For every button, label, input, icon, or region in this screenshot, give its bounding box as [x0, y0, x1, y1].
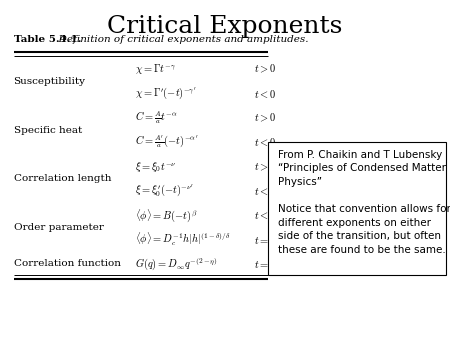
- Text: $\chi = \Gamma t^{-\gamma}$: $\chi = \Gamma t^{-\gamma}$: [135, 62, 176, 76]
- Text: $\xi = \xi_0'(-t)^{-\nu'}$: $\xi = \xi_0'(-t)^{-\nu'}$: [135, 183, 194, 199]
- Text: Table 5.4.1.: Table 5.4.1.: [14, 35, 81, 45]
- Text: $t < 0$: $t < 0$: [254, 185, 276, 197]
- Text: $t > 0$: $t > 0$: [254, 63, 276, 75]
- Text: $C = \frac{A}{a} t^{-\alpha}$: $C = \frac{A}{a} t^{-\alpha}$: [135, 110, 178, 126]
- Text: Correlation length: Correlation length: [14, 174, 111, 183]
- Text: $\xi = \xi_0 t^{-\nu}$: $\xi = \xi_0 t^{-\nu}$: [135, 160, 176, 174]
- Text: $t < 0$: $t < 0$: [254, 136, 276, 148]
- Text: $t > 0$: $t > 0$: [254, 161, 276, 173]
- Text: $G(q) = D_{\infty}q^{-(2-\eta)}$: $G(q) = D_{\infty}q^{-(2-\eta)}$: [135, 256, 218, 272]
- Text: $t > 0$: $t > 0$: [254, 112, 276, 124]
- Text: $t < 0$: $t < 0$: [254, 88, 276, 100]
- Text: Specific heat: Specific heat: [14, 126, 82, 135]
- Text: Correlation function: Correlation function: [14, 260, 121, 268]
- Text: From P. Chaikin and T Lubensky
“Principles of Condensed Matter
Physics”

Notice : From P. Chaikin and T Lubensky “Principl…: [278, 150, 450, 255]
- FancyBboxPatch shape: [268, 142, 446, 275]
- Text: $\langle\phi\rangle = D_c^{-1}h|h|^{(1-\delta)/\delta}$: $\langle\phi\rangle = D_c^{-1}h|h|^{(1-\…: [135, 231, 231, 248]
- Text: Susceptibility: Susceptibility: [14, 77, 86, 86]
- Text: $t = 0$: $t = 0$: [254, 234, 276, 246]
- Text: $\chi = \Gamma'(-t)^{-\gamma'}$: $\chi = \Gamma'(-t)^{-\gamma'}$: [135, 86, 197, 102]
- Text: $C = \frac{A'}{a}(-t)^{-\alpha'}$: $C = \frac{A'}{a}(-t)^{-\alpha'}$: [135, 134, 198, 150]
- Text: $\langle\phi\rangle = B(-t)^{\beta}$: $\langle\phi\rangle = B(-t)^{\beta}$: [135, 207, 198, 224]
- Text: Definition of critical exponents and amplitudes.: Definition of critical exponents and amp…: [52, 35, 308, 45]
- Text: $t < 0$: $t < 0$: [254, 209, 276, 221]
- Text: Order parameter: Order parameter: [14, 223, 104, 232]
- Text: Critical Exponents: Critical Exponents: [107, 15, 343, 38]
- Text: $t = 0$: $t = 0$: [254, 258, 276, 270]
